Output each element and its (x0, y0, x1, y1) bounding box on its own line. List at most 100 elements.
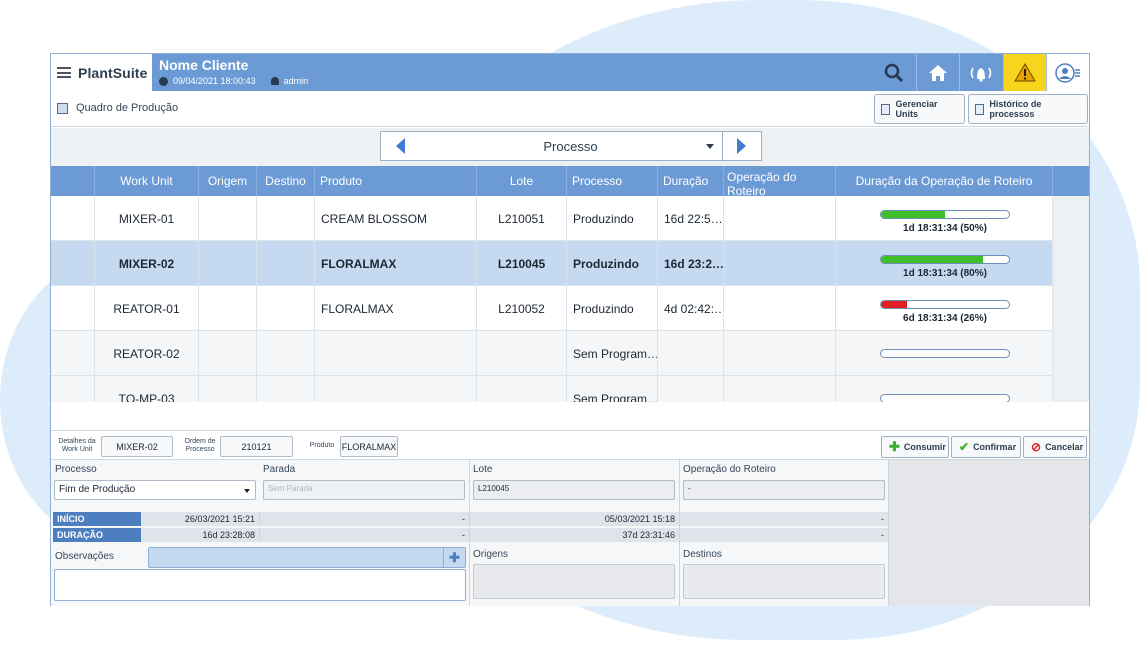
cell-produto: FLORALMAX (315, 241, 477, 286)
notes-toolbar: ✚ (148, 547, 466, 568)
manage-units-label: Gerenciar Units (895, 99, 938, 119)
cell-origem (199, 331, 257, 376)
route-op-field: - (683, 480, 885, 500)
confirm-label: Confirmar (973, 442, 1017, 452)
column-header[interactable]: Duração da Operação de Roteiro (836, 166, 1053, 196)
row-spacer (51, 331, 95, 376)
cell-origem (199, 241, 257, 286)
arrow-right-icon (737, 138, 746, 154)
process-select[interactable]: Processo (419, 131, 722, 161)
cell-origem (199, 286, 257, 331)
lot-field: L210045 (473, 480, 675, 500)
column-header[interactable]: Destino (257, 166, 315, 196)
duration-row-label: DURAÇÃO (53, 528, 141, 542)
duration-value-1: 16d 23:28:08 (141, 528, 260, 542)
menu-icon[interactable] (57, 67, 71, 78)
cell-lote (477, 331, 567, 376)
cell-produto: FLORALMAX (315, 286, 477, 331)
cell-produto (315, 376, 477, 402)
check-icon: ✔ (959, 440, 970, 454)
column-header[interactable]: Operação do Roteiro (724, 166, 836, 198)
table-row[interactable]: TQ-MP-03 Sem Program… (51, 376, 1053, 402)
manage-units-button[interactable]: Gerenciar Units (874, 94, 965, 124)
cell-lote (477, 376, 567, 402)
row-spacer (51, 286, 95, 331)
process-field[interactable]: Fim de Produção (54, 480, 256, 500)
table-header: Work Unit Origem Destino Produto Lote Process… (51, 166, 1089, 198)
user-profile-icon (1055, 62, 1080, 83)
cell-operation-duration (836, 196, 1053, 241)
production-table: Work Unit Origem Destino Produto Lote Process… (51, 166, 1089, 402)
user-menu-button[interactable] (1046, 54, 1089, 91)
cell-operation-duration (836, 331, 1053, 376)
cell-operacao (724, 286, 836, 331)
row-spacer (51, 196, 95, 241)
cancel-button[interactable]: ⊘ Cancelar (1023, 436, 1087, 458)
operation-progress-bar (880, 255, 1010, 264)
work-unit-details-label: Detalhes da Work Unit (58, 438, 96, 453)
start-value-2: - (260, 512, 470, 526)
search-button[interactable] (872, 54, 915, 91)
cell-lote: L210052 (477, 286, 567, 331)
consume-button[interactable]: ✚ Consumir (881, 436, 949, 458)
arrow-left-icon (396, 138, 405, 154)
column-header[interactable]: Work Unit (95, 166, 199, 196)
column-header[interactable]: Lote (477, 166, 567, 196)
page-header: Quadro de Produção Gerenciar Units Histó… (51, 91, 1089, 127)
stop-field[interactable]: Sem Parada (263, 480, 465, 500)
confirm-button[interactable]: ✔ Confirmar (951, 436, 1021, 458)
table-row[interactable]: MIXER-02 FLORALMAX L210045 Produzindo 16d 23… (51, 241, 1053, 286)
origins-label: Origens (473, 549, 509, 560)
warning-icon (1014, 63, 1036, 82)
table-row[interactable]: REATOR-02 Sem Program… (51, 331, 1053, 376)
page-title-text: Quadro de Produção (76, 102, 179, 114)
column-header[interactable]: Duração (658, 166, 724, 196)
process-order-value: 210121 (220, 436, 293, 457)
details-bar: Detalhes da Work Unit MIXER-02 Ordem de … (51, 430, 1089, 460)
cell-processo: Produzindo (567, 286, 658, 331)
column-header[interactable]: Origem (199, 166, 257, 196)
cell-lote: L210045 (477, 241, 567, 286)
next-process-button[interactable] (722, 131, 762, 161)
cell-processo: Sem Program… (567, 331, 658, 376)
work-unit-details-value: MIXER-02 (101, 436, 173, 457)
row-spacer (51, 376, 95, 402)
duration-value-2: - (260, 528, 470, 542)
page-title: Quadro de Produção (57, 102, 178, 114)
production-board-icon (57, 102, 68, 114)
cancel-icon: ⊘ (1031, 440, 1042, 454)
cell-duracao: 16d 23:2… (658, 241, 724, 286)
home-button[interactable] (916, 54, 959, 91)
table-row[interactable]: REATOR-01 FLORALMAX L210052 Produzindo 4d 02… (51, 286, 1053, 331)
cell-origem (199, 376, 257, 402)
operation-progress-bar (880, 349, 1010, 358)
start-value-3: 05/03/2021 15:18 (470, 512, 680, 526)
cancel-label: Cancelar (1045, 442, 1084, 452)
operation-progress-fill (881, 256, 984, 263)
cell-destino (257, 331, 315, 376)
brand: PlantSuite (51, 54, 152, 91)
alarm-button[interactable] (959, 54, 1002, 91)
column-header[interactable]: Produto (315, 166, 477, 196)
table-row[interactable]: MIXER-01 CREAM BLOSSOM L210051 Produzindo 16… (51, 196, 1053, 241)
top-bar: PlantSuite Nome Cliente 09/04/2021 18:00… (51, 54, 1089, 91)
add-note-button[interactable]: ✚ (443, 548, 465, 567)
cell-duracao (658, 331, 724, 376)
username: admin (283, 76, 309, 86)
chevron-down-icon (244, 489, 250, 493)
home-icon (929, 64, 947, 81)
column-header[interactable]: Processo (567, 166, 658, 196)
chevron-down-icon (706, 144, 714, 149)
cell-work-unit: REATOR-02 (95, 331, 199, 376)
previous-process-button[interactable] (380, 131, 420, 161)
cell-work-unit: REATOR-01 (95, 286, 199, 331)
process-field-value: Fim de Produção (59, 484, 136, 495)
client-info: Nome Cliente 09/04/2021 18:00:43 admin (159, 57, 308, 86)
history-icon (975, 103, 985, 115)
notes-textarea[interactable] (54, 569, 466, 601)
consume-label: Consumir (903, 442, 946, 452)
warning-button[interactable] (1003, 54, 1046, 91)
process-history-button[interactable]: Histórico de processos (968, 94, 1088, 124)
user-icon (270, 77, 279, 85)
stop-field-label: Parada (263, 464, 296, 475)
